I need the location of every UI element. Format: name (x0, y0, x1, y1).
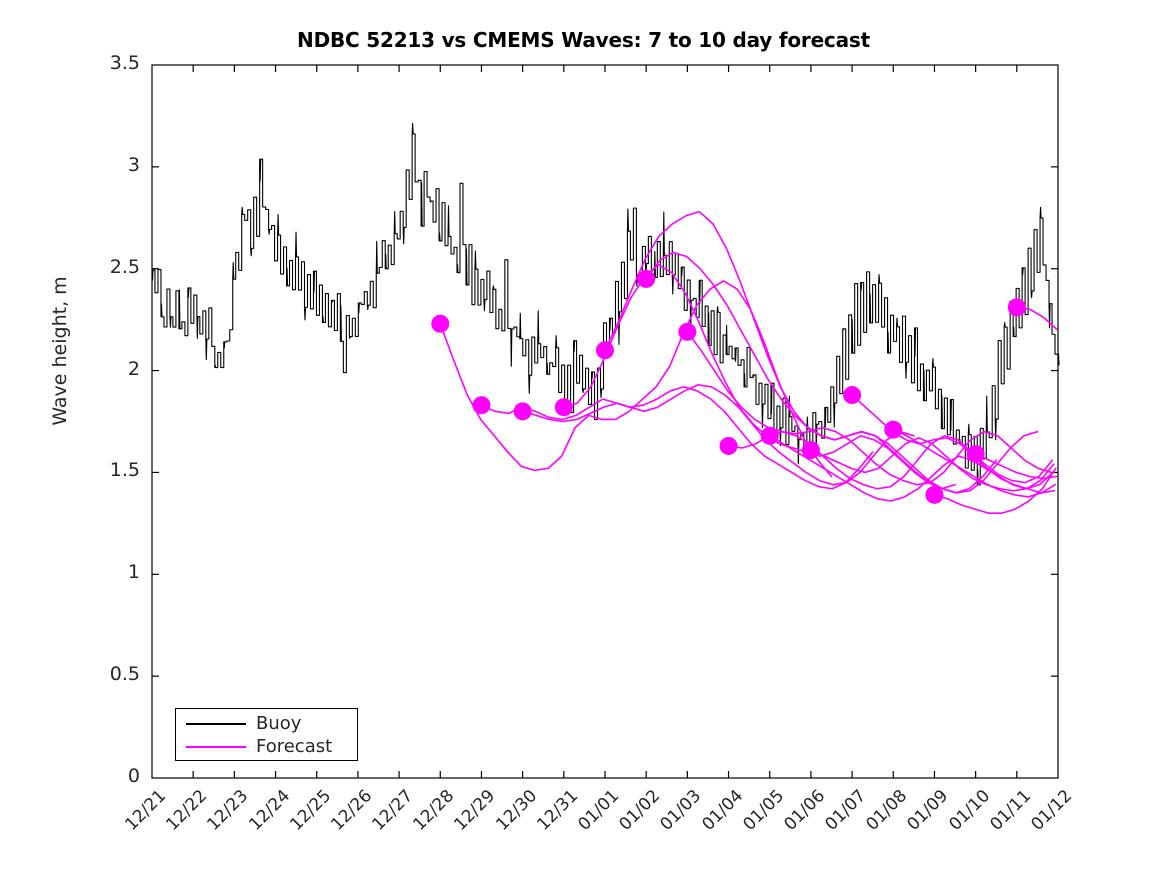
forecast-start-marker (760, 426, 779, 445)
legend: Buoy Forecast (175, 708, 358, 761)
page-title: NDBC 52213 vs CMEMS Waves: 7 to 10 day f… (297, 28, 870, 52)
y-tick-label: 3 (127, 153, 140, 176)
legend-label-forecast: Forecast (256, 736, 333, 757)
forecast-start-marker (884, 420, 903, 439)
y-tick-label: 2.5 (109, 255, 140, 278)
y-tick-label: 3.5 (109, 52, 140, 74)
forecast-start-marker (801, 441, 820, 460)
forecast-start-marker (596, 341, 614, 360)
forecast-start-marker (966, 445, 985, 464)
legend-item-buoy: Buoy (176, 711, 359, 737)
forecast-start-marker (554, 398, 573, 417)
forecast-start-marker (637, 269, 656, 288)
legend-line-forecast (186, 746, 246, 748)
legend-label-buoy: Buoy (256, 713, 302, 734)
forecast-start-marker (925, 485, 944, 504)
forecast-start-marker (472, 396, 491, 415)
y-tick-label: 2 (127, 357, 140, 380)
y-tick-label: 0 (127, 765, 140, 787)
legend-line-buoy (186, 723, 246, 725)
forecast-start-marker (843, 386, 862, 405)
forecast-start-marker (431, 314, 450, 333)
forecast-start-marker (1007, 298, 1026, 317)
y-tick-label: 1 (127, 561, 140, 584)
data-series-layer (151, 122, 1060, 514)
forecast-start-marker (678, 322, 697, 341)
forecast-markers-layer (431, 269, 1026, 504)
forecast-start-marker (719, 436, 738, 455)
y-tick-label: 0.5 (109, 663, 140, 686)
axes-frame (151, 64, 1059, 779)
legend-item-forecast: Forecast (176, 734, 359, 760)
y-tick-label: 1.5 (109, 459, 140, 482)
forecast-start-marker (513, 402, 532, 421)
